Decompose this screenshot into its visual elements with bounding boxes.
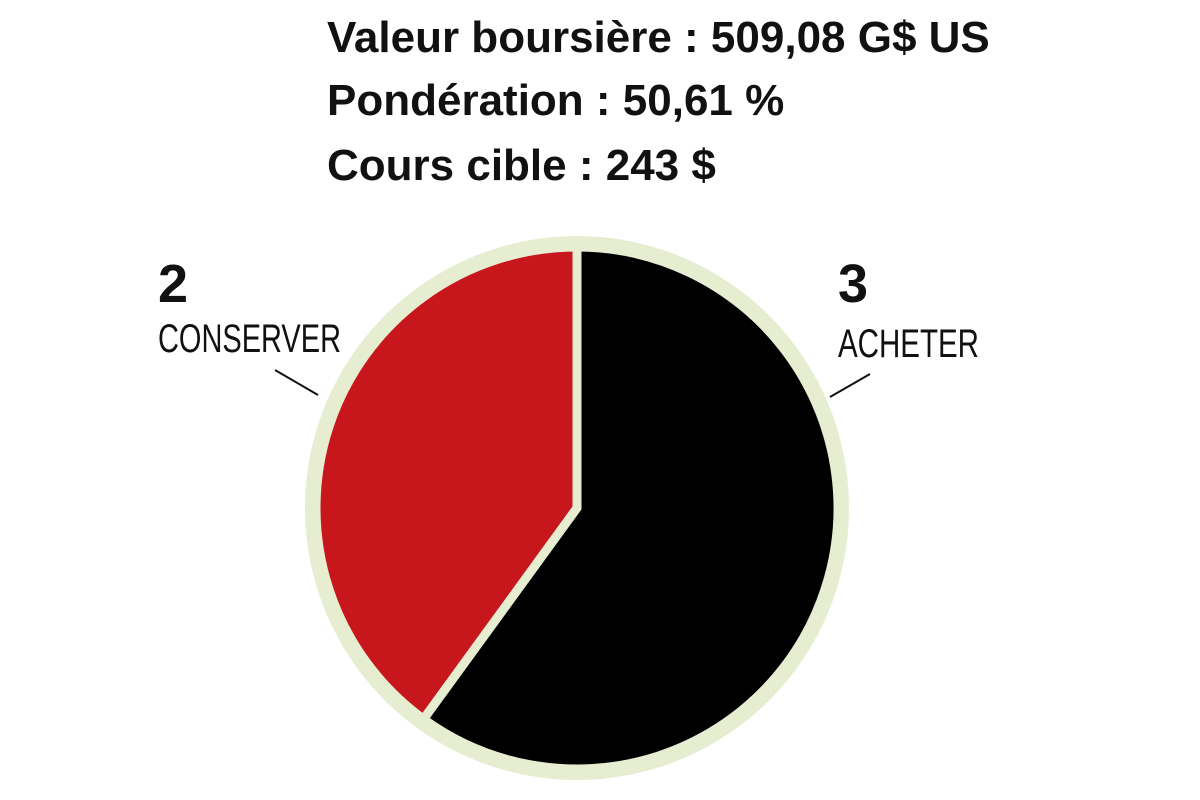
data-label: 2 (158, 254, 188, 314)
data-label: 3 (838, 254, 868, 314)
leader-line (274, 369, 319, 396)
pie-slice (417, 242, 843, 774)
pie-slice (311, 242, 582, 726)
category-label: CONSERVER (158, 317, 341, 361)
annotation: Cours cible : 243 $ (327, 141, 716, 190)
annotation: Pondération : 50,61 % (327, 76, 784, 125)
category-label: ACHETER (838, 322, 979, 366)
annotation: Valeur boursière : 509,08 G$ US (327, 13, 990, 62)
leader-line (829, 373, 871, 398)
